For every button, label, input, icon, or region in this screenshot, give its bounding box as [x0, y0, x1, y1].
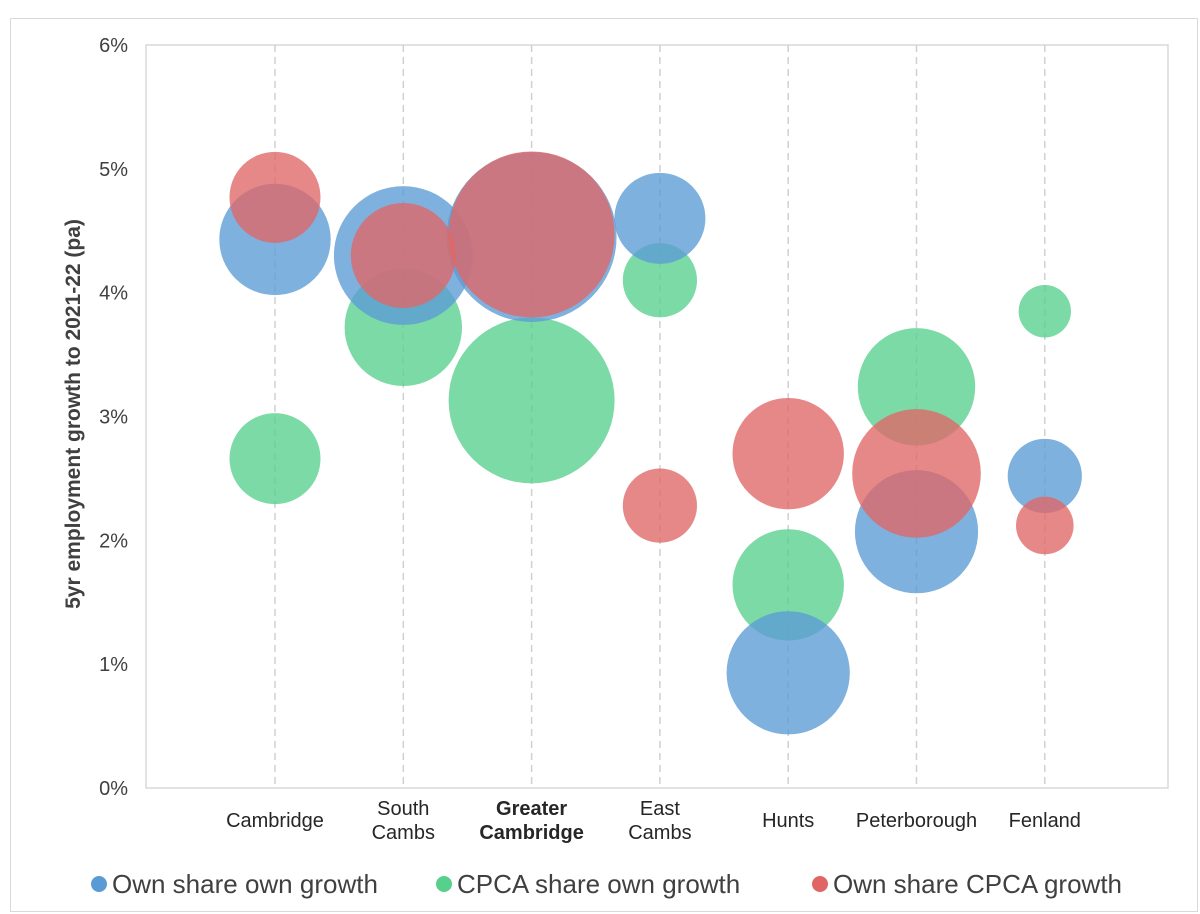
legend-marker	[436, 876, 452, 892]
y-tick-label: 5%	[99, 159, 128, 181]
bubble-layer	[219, 151, 1082, 735]
bubble-point	[732, 397, 844, 510]
legend-label: Own share CPCA growth	[833, 869, 1122, 899]
x-category-label: Peterborough	[856, 810, 977, 832]
chart-frame	[10, 18, 1198, 912]
x-category-label-line: South	[377, 798, 429, 820]
y-tick-label: 4%	[99, 283, 128, 305]
bubble-point	[622, 243, 698, 318]
y-tick-label: 1%	[99, 654, 128, 676]
y-tick-label: 3%	[99, 407, 128, 429]
x-category-label-line: East	[640, 798, 680, 820]
x-category-label-line: Greater	[496, 798, 567, 820]
bubble-point	[726, 611, 850, 735]
bubble-point	[732, 529, 844, 641]
x-category-label-line: Hunts	[762, 810, 814, 832]
bubble-point	[229, 151, 321, 243]
bubble-point	[448, 317, 615, 484]
x-category-label-line: Fenland	[1009, 810, 1081, 832]
bubble-point	[614, 172, 706, 264]
x-category-label-line: Cambridge	[479, 822, 583, 844]
x-category-label-line: Cambridge	[226, 810, 324, 832]
legend-marker	[812, 876, 828, 892]
bubble-point	[350, 203, 456, 309]
y-tick-label: 2%	[99, 530, 128, 552]
legend-label: Own share own growth	[112, 869, 378, 899]
x-category-label: South Cambs	[372, 798, 435, 844]
x-category-label-line: Peterborough	[856, 810, 977, 832]
x-category-label: East Cambs	[628, 798, 691, 844]
y-tick-label: 0%	[99, 778, 128, 800]
bubble-point	[1007, 438, 1082, 514]
legend-label: CPCA share own growth	[457, 869, 740, 899]
x-category-label: Greater Cambridge	[479, 798, 583, 844]
bubble-point	[229, 413, 321, 505]
bubble-point	[448, 151, 615, 318]
x-category-label-line: Cambs	[372, 822, 435, 844]
bubble-point	[1016, 496, 1074, 555]
bubble-point	[622, 468, 698, 543]
legend: Own share own growth CPCA share own growt…	[91, 869, 1122, 899]
legend-marker	[91, 876, 107, 892]
bubble-point	[852, 409, 981, 538]
bubble-point	[1018, 285, 1071, 338]
plot-border	[145, 44, 1169, 789]
bubble-point	[857, 328, 976, 446]
x-category-label: Hunts	[762, 810, 814, 832]
x-category-label-line: Cambs	[628, 822, 691, 844]
plot-area	[145, 44, 1169, 789]
y-tick-label: 6%	[99, 35, 128, 57]
y-axis-title: 5yr employment growth to 2021-22 (pa)	[62, 219, 85, 609]
x-category-label: Cambridge	[226, 810, 324, 832]
x-category-label: Fenland	[1009, 810, 1081, 832]
